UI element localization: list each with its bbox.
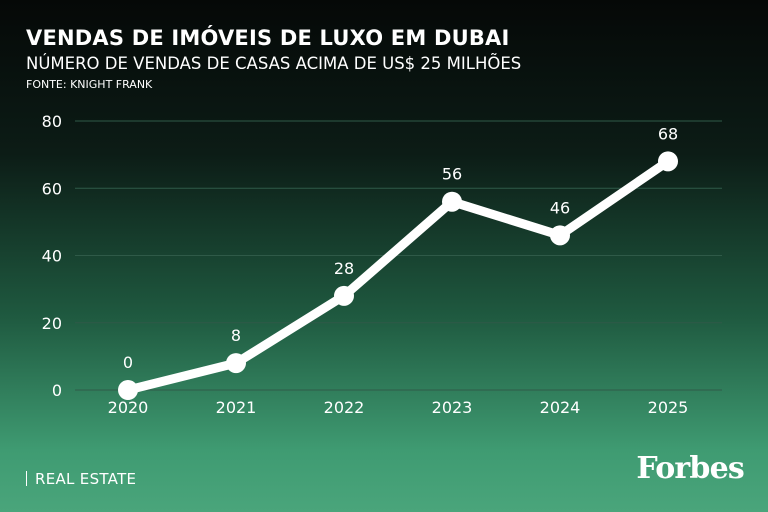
y-tick-label-80: 80 <box>42 112 62 131</box>
section-label: REAL ESTATE <box>35 470 137 488</box>
data-point-2022 <box>334 285 354 306</box>
data-label-2020: 0 <box>123 353 133 372</box>
source-note: FONTE: KNIGHT FRANK <box>26 78 153 91</box>
y-tick-label-40: 40 <box>42 247 62 266</box>
x-tick-label-2023: 2023 <box>432 398 473 417</box>
data-label-2021: 8 <box>231 326 241 345</box>
data-point-2024 <box>550 225 570 246</box>
series-line <box>123 156 673 395</box>
x-tick-label-2020: 2020 <box>108 398 149 417</box>
data-point-2023 <box>442 191 462 212</box>
grid-lines <box>75 120 722 391</box>
x-tick-label-2022: 2022 <box>324 398 365 417</box>
chart-subtitle: NÚMERO DE VENDAS DE CASAS ACIMA DE US$ 2… <box>26 54 522 73</box>
forbes-logo: Forbes <box>636 451 744 486</box>
data-label-2025: 68 <box>658 124 678 143</box>
section-divider <box>26 471 27 486</box>
data-label-2022: 28 <box>334 259 354 278</box>
y-axis-ticks: 0 20 40 60 80 <box>42 112 62 400</box>
data-point-2025 <box>658 151 678 172</box>
chart-title: VENDAS DE IMÓVEIS DE LUXO EM DUBAI <box>26 26 510 50</box>
series-sales <box>118 151 678 400</box>
y-tick-label-20: 20 <box>42 314 62 333</box>
x-tick-label-2021: 2021 <box>216 398 257 417</box>
data-point-2021 <box>226 353 246 374</box>
y-tick-label-60: 60 <box>42 179 62 198</box>
x-tick-label-2024: 2024 <box>540 398 581 417</box>
section-tag: REAL ESTATE <box>26 470 136 488</box>
data-point-2020 <box>118 380 138 400</box>
data-label-2024: 46 <box>550 198 570 217</box>
y-tick-label-0: 0 <box>52 381 62 400</box>
data-label-2023: 56 <box>442 165 462 184</box>
x-axis-ticks: 2020 2021 2022 2023 2024 2025 <box>108 398 689 417</box>
x-tick-label-2025: 2025 <box>648 398 689 417</box>
data-labels: 0 8 28 56 46 68 <box>123 124 678 372</box>
